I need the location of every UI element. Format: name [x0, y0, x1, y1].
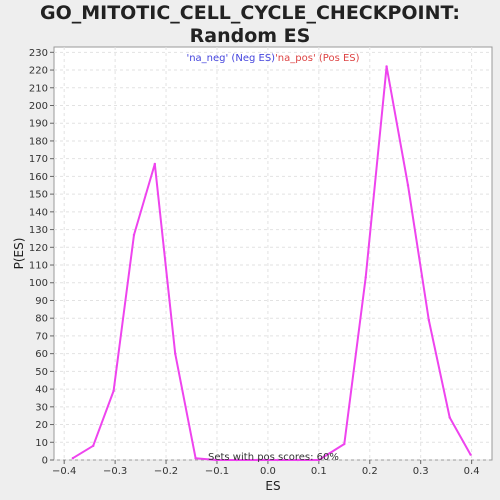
y-axis-label: P(ES) [12, 238, 26, 270]
x-axis-label: ES [265, 479, 280, 493]
y-tick-label: 30 [35, 402, 48, 413]
data-point [385, 65, 388, 68]
y-tick-label: 220 [29, 66, 48, 77]
data-point [343, 442, 346, 446]
y-tick-label: 150 [29, 190, 48, 201]
y-tick-label: 40 [35, 385, 48, 396]
grid [54, 47, 492, 461]
y-tick-label: 100 [29, 278, 48, 289]
y-tick-label: 130 [29, 225, 48, 236]
y-tick-label: 210 [29, 83, 48, 94]
data-point [317, 458, 321, 462]
y-tick-label: 230 [29, 48, 48, 59]
chart-title-line-1: GO_MITOTIC_CELL_CYCLE_CHECKPOINT: Random… [39, 2, 461, 47]
y-tick-label: 90 [35, 296, 48, 307]
data-point [194, 457, 197, 460]
y-tick-label: 70 [35, 331, 48, 342]
legend-entry-neg: 'na_neg' (Neg ES) [186, 53, 275, 64]
y-tick-label: 120 [29, 243, 48, 254]
y-tick-label: 110 [29, 261, 48, 272]
x-tick-label: 0.2 [362, 466, 378, 477]
x-tick-label: −0.2 [154, 466, 178, 477]
x-tick-label: 0.0 [260, 466, 276, 477]
y-tick-label: 180 [29, 136, 48, 147]
data-point [364, 276, 367, 279]
data-point [406, 184, 410, 187]
data-point [153, 162, 157, 166]
x-tick-label: −0.1 [205, 466, 229, 477]
plot-background [53, 46, 493, 461]
y-tick-label: 20 [35, 420, 48, 431]
x-tick-label: 0.1 [311, 466, 327, 477]
data-point [235, 458, 239, 462]
y-tick-label: 10 [35, 438, 48, 449]
series-line [72, 65, 472, 461]
data-point [276, 458, 279, 462]
data-point [448, 416, 451, 419]
legend-entry-pos: 'na_pos' (Pos ES) [275, 53, 360, 64]
axes: 0 10 20 30 40 50 60 70 80 90 100 110 120 130 140 150 160… [29, 48, 480, 477]
y-tick-label: 140 [29, 207, 48, 218]
x-tick-label: 0.3 [413, 466, 429, 477]
data-point [174, 352, 177, 355]
x-tick-label: 0.4 [464, 466, 480, 477]
y-tick-label: 160 [29, 172, 48, 183]
data-point [427, 318, 431, 322]
x-tick-label: −0.3 [103, 466, 127, 477]
pos-scores-annotation: Sets with pos scores: 60% [208, 452, 339, 463]
y-tick-label: 80 [35, 314, 48, 325]
data-point [214, 458, 218, 462]
x-tick-label: −0.4 [52, 466, 76, 477]
y-tick-label: 50 [35, 367, 48, 378]
y-tick-label: 190 [29, 119, 48, 130]
y-tick-label: 170 [29, 154, 48, 165]
data-point [71, 457, 75, 460]
y-tick-label: 60 [35, 349, 48, 360]
data-point [296, 458, 300, 462]
series [71, 65, 472, 462]
data-point [132, 233, 136, 237]
y-tick-label: 200 [29, 101, 48, 112]
y-tick-label: 0 [42, 456, 48, 467]
data-point [469, 453, 472, 456]
data-point [112, 389, 115, 393]
data-point [92, 444, 95, 448]
data-point [256, 458, 259, 462]
